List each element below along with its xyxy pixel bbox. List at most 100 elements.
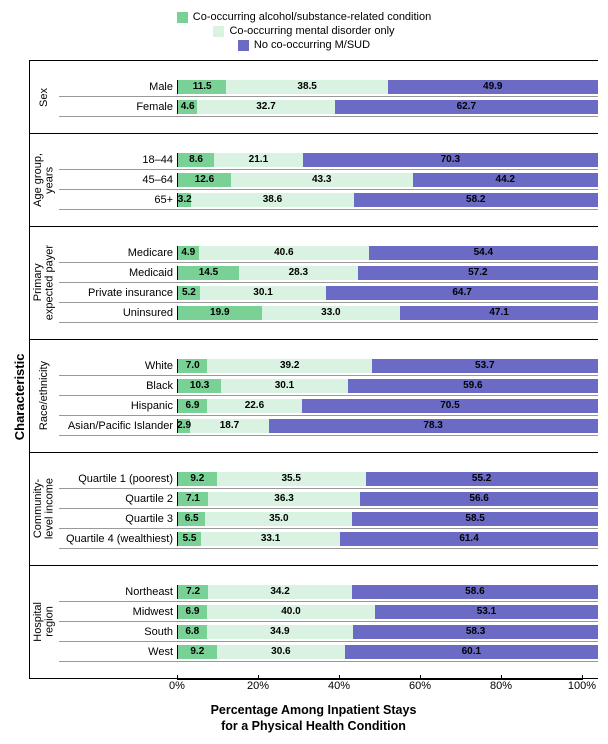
bar-segment: 70.3 <box>303 153 598 167</box>
data-row: Quartile 36.535.058.5 <box>59 509 598 529</box>
row-label: Hispanic <box>59 400 177 412</box>
bar-track: 4.940.654.4 <box>177 246 598 260</box>
bar-value: 58.6 <box>465 586 484 597</box>
bar-segment: 55.2 <box>366 472 598 486</box>
bar-track: 6.535.058.5 <box>177 512 598 526</box>
bar-segment: 8.6 <box>178 153 214 167</box>
bar-segment: 11.5 <box>178 80 226 94</box>
bar-segment: 47.1 <box>400 306 598 320</box>
bar-value: 53.1 <box>477 606 496 617</box>
bar-segment: 21.1 <box>214 153 303 167</box>
data-row: Quartile 27.136.356.6 <box>59 489 598 509</box>
bar-track: 6.834.958.3 <box>177 625 598 639</box>
data-row: South6.834.958.3 <box>59 622 598 642</box>
bar-value: 49.9 <box>483 81 502 92</box>
bar-segment: 9.2 <box>178 472 217 486</box>
bar-segment: 38.6 <box>191 193 353 207</box>
bar-segment: 14.5 <box>178 266 239 280</box>
row-label: West <box>59 646 177 658</box>
bar-value: 14.5 <box>199 267 218 278</box>
y-axis-title: Characteristic <box>10 60 29 734</box>
bar-track: 9.235.555.2 <box>177 472 598 486</box>
bar-value: 55.2 <box>472 473 491 484</box>
bar-value: 43.3 <box>312 174 331 185</box>
group-block: Community-level incomeQuartile 1 (poores… <box>29 453 598 566</box>
bar-value: 6.8 <box>185 626 199 637</box>
plot-area: SexMale11.538.549.9Female4.632.762.7Age … <box>29 60 598 679</box>
data-row: Midwest6.940.053.1 <box>59 602 598 622</box>
bar-segment: 78.3 <box>269 419 598 433</box>
data-row: Male11.538.549.9 <box>59 77 598 97</box>
group-block: SexMale11.538.549.9Female4.632.762.7 <box>29 61 598 134</box>
bar-value: 7.1 <box>186 493 200 504</box>
bar-value: 47.1 <box>489 307 508 318</box>
bar-value: 62.7 <box>457 101 476 112</box>
bar-value: 22.6 <box>245 400 264 411</box>
x-tick: 40% <box>328 680 350 692</box>
bar-segment: 4.9 <box>178 246 199 260</box>
row-label: Midwest <box>59 606 177 618</box>
legend-label: Co-occurring mental disorder only <box>229 25 394 37</box>
row-label: Male <box>59 81 177 93</box>
bar-value: 9.2 <box>190 473 204 484</box>
bar-value: 30.1 <box>275 380 294 391</box>
bar-segment: 60.1 <box>345 645 597 659</box>
data-row: Private insurance5.230.164.7 <box>59 283 598 303</box>
chart: Characteristic SexMale11.538.549.9Female… <box>10 60 598 734</box>
bar-value: 9.2 <box>190 646 204 657</box>
bar-track: 8.621.170.3 <box>177 153 598 167</box>
group-label: Sex <box>39 88 51 107</box>
bar-value: 40.6 <box>274 247 293 258</box>
bar-track: 9.2 30.6 60.1 <box>177 645 598 659</box>
bar-segment: 70.5 <box>302 399 598 413</box>
bar-value: 6.5 <box>185 513 199 524</box>
legend-label: Co-occurring alcohol/substance-related c… <box>193 11 431 23</box>
bar-segment: 9.2 <box>178 645 217 659</box>
bar-value: 40.0 <box>281 606 300 617</box>
bar-segment: 22.6 <box>207 399 302 413</box>
bar-segment: 19.9 <box>178 306 262 320</box>
bar-value: 60.1 <box>462 646 481 657</box>
bar-value: 57.2 <box>468 267 487 278</box>
group-block: Primaryexpected payerMedicare4.940.654.4… <box>29 227 598 340</box>
data-row: Female4.632.762.7 <box>59 97 598 117</box>
bar-value: 19.9 <box>210 307 229 318</box>
group-label: Race/ethnicity <box>39 361 51 430</box>
bar-value: 59.6 <box>463 380 482 391</box>
bar-track: 7.1 36.3 56.6 <box>177 492 598 506</box>
legend-item: Co-occurring alcohol/substance-related c… <box>177 11 431 23</box>
bar-value: 36.3 <box>274 493 293 504</box>
legend-item: Co-occurring mental disorder only <box>213 25 394 37</box>
bar-value: 64.7 <box>452 287 471 298</box>
bar-track: 12.643.344.2 <box>177 173 598 187</box>
bar-track: 14.528.357.2 <box>177 266 598 280</box>
bar-segment: 32.7 <box>197 100 334 114</box>
row-label: 18–44 <box>59 154 177 166</box>
bar-value: 5.2 <box>182 287 196 298</box>
x-tick: 0% <box>169 680 185 692</box>
bar-segment: 58.6 <box>352 585 598 599</box>
bar-value: 6.9 <box>186 400 200 411</box>
bar-value: 3.2 <box>178 194 192 205</box>
row-label: South <box>59 626 177 638</box>
bar-track: 11.538.549.9 <box>177 80 598 94</box>
x-axis: 0%20%40%60%80%100% <box>177 679 582 697</box>
bar-track: 4.6 32.7 62.7 <box>177 100 598 114</box>
bar-segment: 30.6 <box>217 645 346 659</box>
bar-segment: 6.5 <box>178 512 205 526</box>
bar-segment: 57.2 <box>358 266 598 280</box>
row-label: Medicare <box>59 247 177 259</box>
bar-segment: 6.8 <box>178 625 207 639</box>
legend-swatch <box>177 12 188 23</box>
bar-segment: 56.6 <box>360 492 598 506</box>
group-label: Hospitalregion <box>33 602 56 642</box>
row-label: Quartile 3 <box>59 513 177 525</box>
bar-value: 53.7 <box>475 360 494 371</box>
bar-segment: 5.2 <box>178 286 200 300</box>
bar-segment: 4.6 <box>178 100 197 114</box>
data-row: White7.039.253.7 <box>59 356 598 376</box>
x-tick: 80% <box>490 680 512 692</box>
bar-value: 34.2 <box>270 586 289 597</box>
bar-value: 4.9 <box>181 247 195 258</box>
bar-value: 32.7 <box>256 101 275 112</box>
